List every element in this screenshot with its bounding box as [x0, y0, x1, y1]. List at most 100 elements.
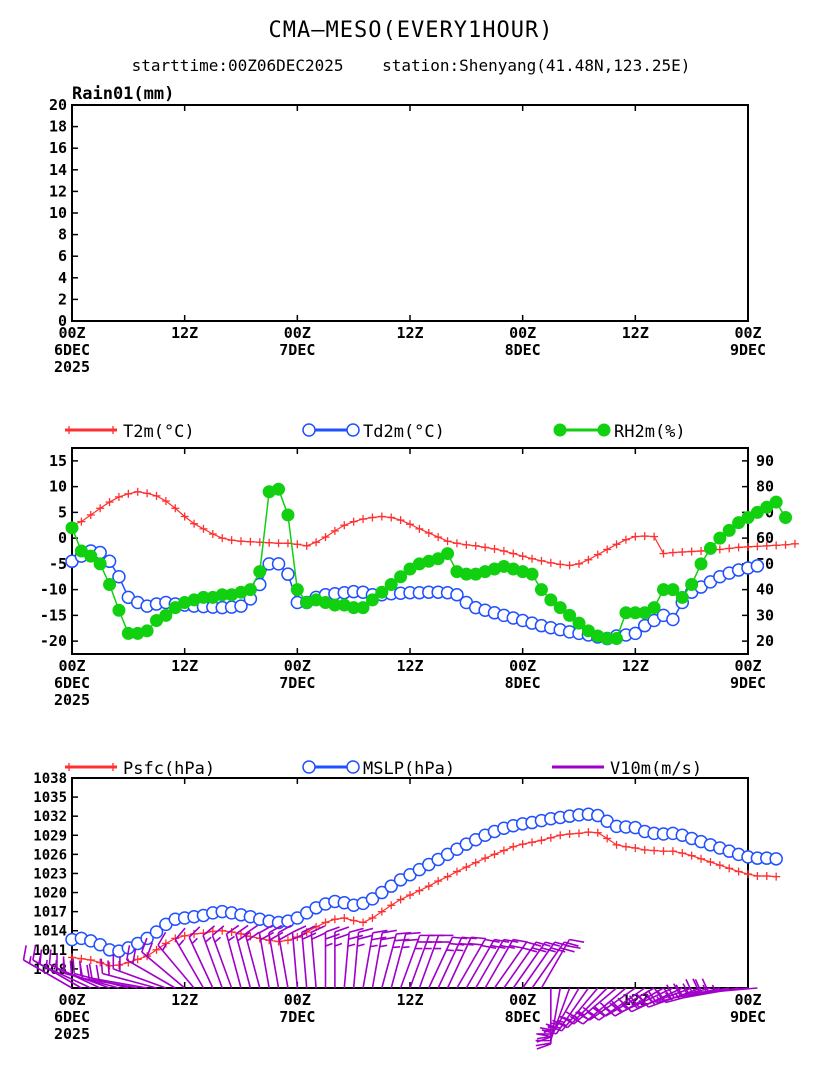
barb-feather	[334, 926, 350, 933]
rain-axis-label: Rain01(mm)	[72, 84, 174, 104]
barb-feather	[675, 984, 685, 999]
data-point	[640, 532, 649, 541]
barb-feather	[512, 938, 528, 943]
data-point	[687, 851, 696, 860]
chart-subtitle: starttime:00Z06DEC2025 station:Shenyang(…	[0, 56, 822, 75]
wind-barb	[188, 926, 214, 989]
barb-feather	[536, 1033, 552, 1038]
temp-y-tick-label: 10	[49, 478, 67, 496]
temp-x-tick-label: 7DEC	[279, 674, 315, 692]
temp-x-tick-label: 8DEC	[505, 674, 541, 692]
wind-barb	[465, 938, 510, 989]
data-point	[584, 828, 593, 837]
barb-feather	[576, 1010, 590, 1021]
pressure-y-tick-label: 1029	[33, 828, 67, 844]
data-point	[274, 539, 283, 548]
wind-barb	[310, 925, 326, 989]
barb-feather	[32, 945, 37, 961]
barb-staff	[91, 977, 148, 989]
data-point	[779, 511, 793, 525]
barb-feather	[358, 927, 374, 933]
barb-feather	[403, 938, 419, 942]
barb-feather	[674, 992, 680, 1000]
data-point	[525, 567, 539, 581]
data-point	[375, 885, 389, 900]
barb-feather	[446, 949, 455, 952]
data-point	[753, 542, 762, 551]
barb-feather	[72, 958, 76, 974]
data-point	[180, 512, 189, 521]
data-point	[790, 539, 799, 548]
rain-y-tick-label: 4	[58, 269, 67, 287]
temp-y-tick-label: 0	[58, 529, 67, 547]
data-point	[365, 892, 380, 906]
subtitle-starttime: starttime:00Z06DEC2025	[131, 56, 344, 75]
barb-feather	[325, 933, 340, 940]
barb-feather	[279, 931, 293, 941]
data-point	[290, 583, 304, 597]
barb-feather	[536, 1043, 552, 1050]
data-point	[180, 931, 189, 940]
temp-x-tick-label: 00Z	[284, 657, 311, 675]
data-point	[415, 524, 424, 533]
data-point	[218, 534, 227, 543]
barb-feather	[334, 942, 343, 947]
rain-x-tick-label: 00Z	[734, 324, 761, 342]
data-point	[659, 549, 668, 558]
data-point	[86, 510, 95, 519]
data-point	[593, 550, 602, 559]
data-point	[265, 538, 274, 547]
data-point	[105, 498, 114, 507]
data-point	[387, 901, 396, 910]
barb-feather	[565, 1011, 580, 1021]
pressure-x-tick-label: 9DEC	[730, 1008, 766, 1026]
data-point	[281, 567, 295, 581]
wind-barb	[291, 925, 307, 989]
wind-barb	[125, 945, 176, 989]
barb-feather	[22, 945, 27, 961]
temperature-panel: -20-15-10-5051015203040506070809000Z6DEC…	[40, 422, 799, 709]
barb-feather	[553, 1020, 568, 1029]
wind-barb	[371, 929, 397, 989]
legend-marker	[65, 763, 73, 771]
data-point	[253, 565, 267, 579]
barb-feather	[382, 929, 397, 934]
rh-y-tick-label: 40	[756, 581, 774, 599]
barb-feather	[702, 984, 707, 992]
data-point	[356, 601, 370, 615]
rh-y-tick-label: 60	[756, 529, 774, 547]
data-point	[105, 961, 114, 970]
wind-barb	[409, 934, 445, 989]
pressure-y-tick-label: 1020	[33, 886, 67, 902]
barb-staff	[277, 932, 289, 989]
data-point	[321, 533, 330, 542]
barb-staff	[638, 987, 692, 1008]
rain-y-tick-label: 8	[58, 226, 67, 244]
barb-staff	[202, 935, 223, 989]
wind-barb	[390, 931, 421, 989]
rain-x-tick-label: 7DEC	[279, 341, 315, 359]
data-point	[481, 854, 490, 863]
data-point	[509, 842, 518, 851]
barb-feather	[191, 937, 198, 945]
legend-marker	[346, 423, 360, 437]
data-point	[694, 557, 708, 571]
barb-feather	[682, 983, 692, 997]
legend-marker	[65, 426, 73, 434]
pressure-y-tick-label: 1017	[33, 905, 67, 921]
barb-feather	[664, 992, 671, 1000]
pressure-x-tick-label: 2025	[54, 1025, 90, 1043]
data-point	[678, 548, 687, 557]
rain-x-tick-label: 2025	[54, 358, 90, 376]
chart-title: CMA–MESO(EVERY1HOUR)	[268, 18, 554, 43]
data-point	[762, 541, 771, 550]
temp-y-tick-label: 5	[58, 503, 67, 521]
barb-feather	[603, 1005, 616, 1017]
data-point	[171, 504, 180, 513]
data-point	[490, 544, 499, 553]
data-point	[227, 536, 236, 545]
barb-feather	[692, 978, 700, 993]
data-point	[443, 872, 452, 881]
barb-feather	[663, 987, 674, 1002]
